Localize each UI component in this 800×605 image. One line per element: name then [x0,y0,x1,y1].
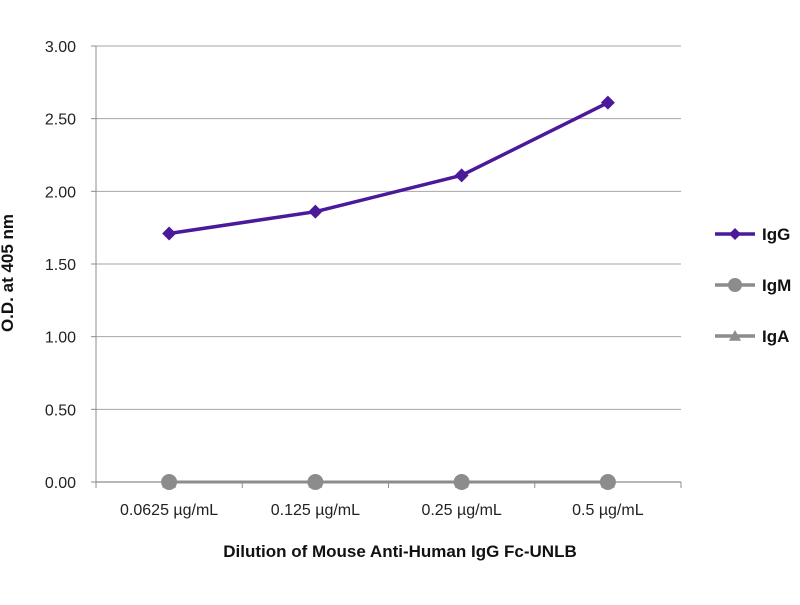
data-point-igm [161,474,178,490]
data-point-igg [600,95,615,110]
data-point-igg [308,204,323,219]
x-axis-title: Dilution of Mouse Anti-Human IgG Fc-UNLB [223,542,577,561]
legend: IgG IgM IgA [715,225,791,346]
legend-item-igm: IgM [715,276,791,295]
data-point-igm [453,474,470,490]
data-point-igg [162,226,177,241]
legend-swatch-marker [728,278,742,292]
series-igm [161,474,616,490]
x-tick-label: 0.125 µg/mL [271,502,360,519]
y-tick-label: 2.50 [45,112,76,129]
data-point-igm [599,474,616,490]
legend-label: IgM [762,276,791,295]
legend-label: IgG [762,225,790,244]
axes: 0.00 0.50 1.00 1.50 2.00 2.50 3.00 0.0625 µg/mL… [45,39,682,519]
y-tick-label: 0.50 [45,402,76,419]
y-tick-label: 2.00 [45,184,76,201]
series-line-igg [168,101,609,236]
y-axis-title: O.D. at 405 nm [0,214,17,332]
data-point-igg [454,168,469,183]
y-tick-label: 0.00 [45,475,76,492]
legend-item-iga: IgA [715,327,789,346]
data-point-igm [307,474,324,490]
series-group [161,95,616,490]
series-igg [162,95,615,241]
x-tick-label: 0.25 µg/mL [421,502,501,519]
gridlines [96,45,681,410]
legend-swatch-marker [729,228,741,240]
y-tick-label: 1.50 [45,257,76,274]
legend-label: IgA [762,327,789,346]
y-tick-label: 1.00 [45,330,76,347]
legend-swatch-marker [729,330,741,341]
x-tick-label: 0.0625 µg/mL [120,502,218,519]
legend-item-igg: IgG [715,225,790,244]
y-tick-label: 3.00 [45,39,76,56]
x-tick-label: 0.5 µg/mL [572,502,644,519]
